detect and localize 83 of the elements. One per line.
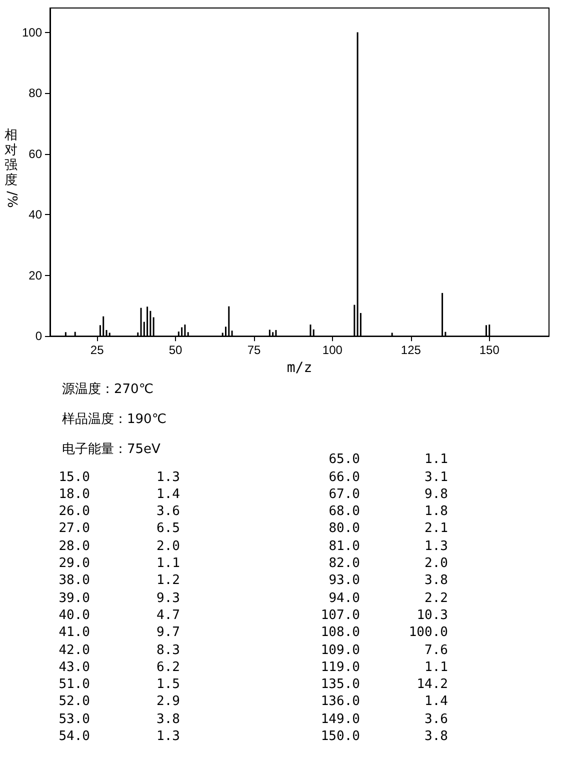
text: 119.0 bbox=[320, 660, 360, 675]
text: 18.0 bbox=[58, 486, 90, 502]
text: 7.6 bbox=[424, 642, 448, 658]
text: 样品温度：190℃ bbox=[62, 411, 166, 428]
text: 54.0 bbox=[58, 729, 90, 744]
text: 93.0 bbox=[328, 573, 360, 588]
text: 3.6 bbox=[156, 504, 180, 520]
text: 100.0 bbox=[408, 625, 448, 640]
text: 2.2 bbox=[424, 590, 448, 606]
text: 136.0 bbox=[320, 694, 360, 710]
text: 3.8 bbox=[424, 729, 448, 744]
text: 42.0 bbox=[58, 642, 90, 658]
text: 3.8 bbox=[424, 573, 448, 588]
text: 108.0 bbox=[320, 625, 360, 640]
text: 65.0 bbox=[328, 452, 360, 468]
text: 40.0 bbox=[58, 608, 90, 623]
text: 109.0 bbox=[320, 642, 360, 658]
text: 2.9 bbox=[156, 694, 180, 710]
x-tick-label: 125 bbox=[400, 343, 422, 358]
y-tick-label: 80 bbox=[28, 86, 42, 100]
text: 6.2 bbox=[156, 660, 180, 675]
text: 2.1 bbox=[424, 521, 448, 536]
text: 1.1 bbox=[424, 452, 448, 468]
text: 1.1 bbox=[156, 556, 180, 571]
text: 94.0 bbox=[328, 590, 360, 606]
text: 51.0 bbox=[58, 677, 90, 692]
text: 1.2 bbox=[156, 573, 180, 588]
text: 67.0 bbox=[328, 486, 360, 502]
text: 38.0 bbox=[58, 573, 90, 588]
text: 1.8 bbox=[424, 504, 448, 520]
text: 1.3 bbox=[424, 538, 448, 554]
text: 1.4 bbox=[424, 694, 448, 710]
text: 39.0 bbox=[58, 590, 90, 606]
text: 52.0 bbox=[58, 694, 90, 710]
text: 8.3 bbox=[156, 642, 180, 658]
text: 29.0 bbox=[58, 556, 90, 571]
text: 14.2 bbox=[416, 677, 448, 692]
text: 9.3 bbox=[156, 590, 180, 606]
text: 26.0 bbox=[58, 504, 90, 520]
text: 43.0 bbox=[58, 660, 90, 675]
x-tick-label: 50 bbox=[168, 343, 183, 358]
text: 82.0 bbox=[328, 556, 360, 571]
x-axis-title: m/z bbox=[286, 360, 312, 376]
y-tick-label: 100 bbox=[22, 25, 42, 40]
text: 150.0 bbox=[320, 729, 360, 744]
x-tick-label: 25 bbox=[90, 343, 104, 358]
text: 53.0 bbox=[58, 712, 90, 727]
text: 6.5 bbox=[156, 521, 180, 536]
text: 4.7 bbox=[156, 608, 180, 623]
text: 81.0 bbox=[328, 538, 360, 554]
text: 66.0 bbox=[328, 470, 360, 484]
x-tick-label: 100 bbox=[322, 343, 343, 358]
text: 9.7 bbox=[156, 625, 180, 640]
text: 2.0 bbox=[424, 556, 448, 571]
y-tick-label: 60 bbox=[28, 146, 42, 161]
y-tick-label: 20 bbox=[28, 268, 42, 282]
text: 2.0 bbox=[156, 538, 180, 554]
text: 135.0 bbox=[320, 677, 360, 692]
text: 27.0 bbox=[58, 521, 90, 536]
text: 源温度：270℃ bbox=[62, 381, 154, 398]
text: 3.1 bbox=[424, 470, 448, 484]
text: 电子能量：75eV bbox=[62, 441, 160, 458]
text: 107.0 bbox=[320, 608, 360, 623]
text: 1.3 bbox=[156, 729, 180, 744]
y-axis-title: 相对强度/% bbox=[3, 128, 19, 208]
text: 1.4 bbox=[156, 486, 180, 502]
text: 3.8 bbox=[156, 712, 180, 727]
text: 15.0 bbox=[58, 470, 90, 484]
y-tick-label: 0 bbox=[35, 329, 42, 344]
text: 41.0 bbox=[58, 625, 90, 640]
x-tick-label: 75 bbox=[247, 343, 261, 358]
text: 3.6 bbox=[424, 712, 448, 727]
text: 28.0 bbox=[58, 538, 90, 554]
text: 149.0 bbox=[320, 712, 360, 727]
y-tick-label: 40 bbox=[28, 208, 42, 222]
text: 10.3 bbox=[416, 608, 448, 623]
text: 1.1 bbox=[424, 660, 448, 675]
text: 80.0 bbox=[328, 521, 360, 536]
x-tick-label: 150 bbox=[479, 343, 500, 358]
text: 1.5 bbox=[156, 677, 180, 692]
text: 9.8 bbox=[424, 486, 448, 502]
text: 68.0 bbox=[328, 504, 360, 520]
text: 1.3 bbox=[156, 470, 180, 484]
